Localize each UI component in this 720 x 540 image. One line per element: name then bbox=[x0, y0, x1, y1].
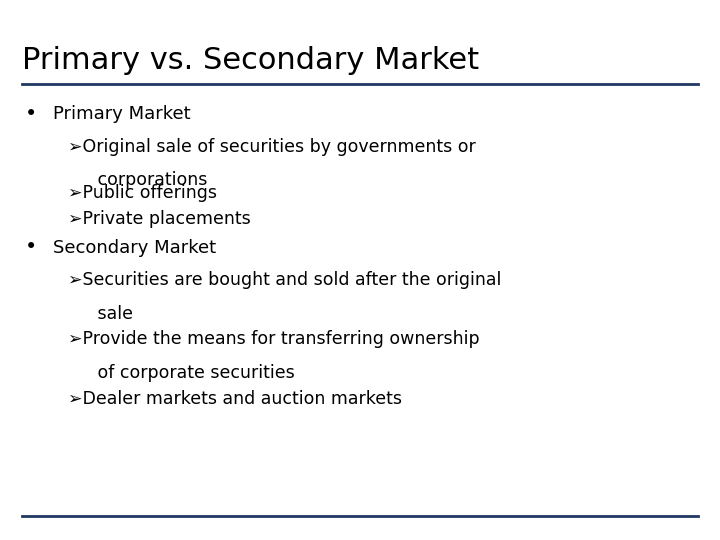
Text: Secondary Market: Secondary Market bbox=[53, 239, 216, 256]
Text: •: • bbox=[25, 104, 37, 124]
Text: corporations: corporations bbox=[81, 171, 208, 189]
Text: sale: sale bbox=[81, 305, 133, 322]
Text: Primary vs. Secondary Market: Primary vs. Secondary Market bbox=[22, 46, 479, 75]
Text: ➢Securities are bought and sold after the original: ➢Securities are bought and sold after th… bbox=[68, 271, 502, 289]
Text: ➢Original sale of securities by governments or: ➢Original sale of securities by governme… bbox=[68, 138, 476, 156]
Text: ➢Dealer markets and auction markets: ➢Dealer markets and auction markets bbox=[68, 390, 402, 408]
Text: of corporate securities: of corporate securities bbox=[81, 364, 295, 382]
Text: •: • bbox=[25, 237, 37, 257]
Text: Primary Market: Primary Market bbox=[53, 105, 190, 123]
Text: ➢Public offerings: ➢Public offerings bbox=[68, 184, 217, 201]
Text: ➢Private placements: ➢Private placements bbox=[68, 210, 251, 227]
Text: ➢Provide the means for transferring ownership: ➢Provide the means for transferring owne… bbox=[68, 330, 480, 348]
